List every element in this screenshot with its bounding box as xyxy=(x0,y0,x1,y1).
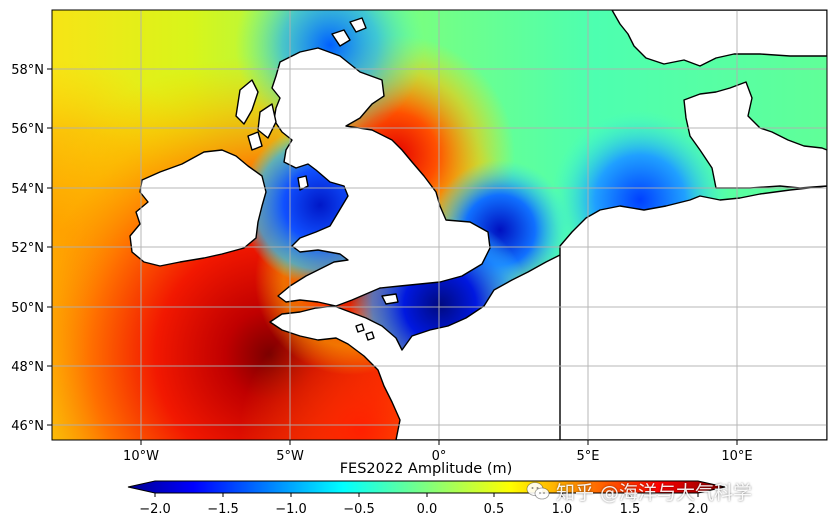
colorbar-title: FES2022 Amplitude (m) xyxy=(340,461,513,477)
lat-label-48n: 48°N xyxy=(11,360,44,375)
channel-islands xyxy=(355,323,375,341)
lon-label-5e: 5°E xyxy=(577,449,600,464)
colorbar: FES2022 Amplitude (m) −2.0 −1.5 −1.0 −0.… xyxy=(127,461,726,517)
wechat-icon xyxy=(526,482,550,500)
lat-label-46n: 46°N xyxy=(11,419,44,434)
cb-label-m0.5: −0.5 xyxy=(343,502,375,517)
map-panel xyxy=(52,10,827,440)
lat-label-56n: 56°N xyxy=(11,122,44,137)
lon-tick-labels: 10°W 5°W 0° 5°E 10°E xyxy=(123,449,753,464)
lon-label-5w: 5°W xyxy=(276,449,304,464)
cb-label-1.5: 1.5 xyxy=(620,502,641,517)
denmark-landmass xyxy=(683,81,827,189)
lat-label-52n: 52°N xyxy=(11,241,44,256)
lat-label-54n: 54°N xyxy=(11,182,44,197)
land xyxy=(129,10,827,440)
cb-label-m1.0: −1.0 xyxy=(275,502,307,517)
hebrides-islands xyxy=(235,79,277,151)
cb-label-1.0: 1.0 xyxy=(552,502,573,517)
colorbar-tick-labels: −2.0 −1.5 −1.0 −0.5 0.0 0.5 1.0 1.5 2.0 xyxy=(139,502,708,517)
lat-label-50n: 50°N xyxy=(11,301,44,316)
watermark: 知乎 @海洋与大气科学 xyxy=(526,477,752,505)
cb-label-0.5: 0.5 xyxy=(484,502,505,517)
colorbar-ticks xyxy=(154,493,699,497)
axis-ticks xyxy=(47,68,738,445)
cb-label-0.0: 0.0 xyxy=(417,502,438,517)
lon-label-10w: 10°W xyxy=(123,449,159,464)
isle-of-wight xyxy=(381,293,399,305)
france-landmass xyxy=(269,225,601,440)
lat-label-58n: 58°N xyxy=(11,63,44,78)
gridlines xyxy=(52,10,827,440)
low-countries-landmass xyxy=(559,185,827,440)
norway-landmass xyxy=(611,10,827,67)
lon-label-10e: 10°E xyxy=(721,449,752,464)
lat-tick-labels: 58°N 56°N 54°N 52°N 50°N 48°N 46°N xyxy=(11,63,44,434)
watermark-text: 知乎 @海洋与大气科学 xyxy=(556,481,753,504)
isle-of-man xyxy=(297,175,309,191)
orkney-islands xyxy=(331,17,367,47)
ireland-landmass xyxy=(129,149,267,267)
great-britain-landmass xyxy=(271,47,491,307)
cb-label-m1.5: −1.5 xyxy=(207,502,239,517)
lon-label-0: 0° xyxy=(432,449,447,464)
cb-label-m2.0: −2.0 xyxy=(139,502,171,517)
cb-label-2.0: 2.0 xyxy=(688,502,709,517)
